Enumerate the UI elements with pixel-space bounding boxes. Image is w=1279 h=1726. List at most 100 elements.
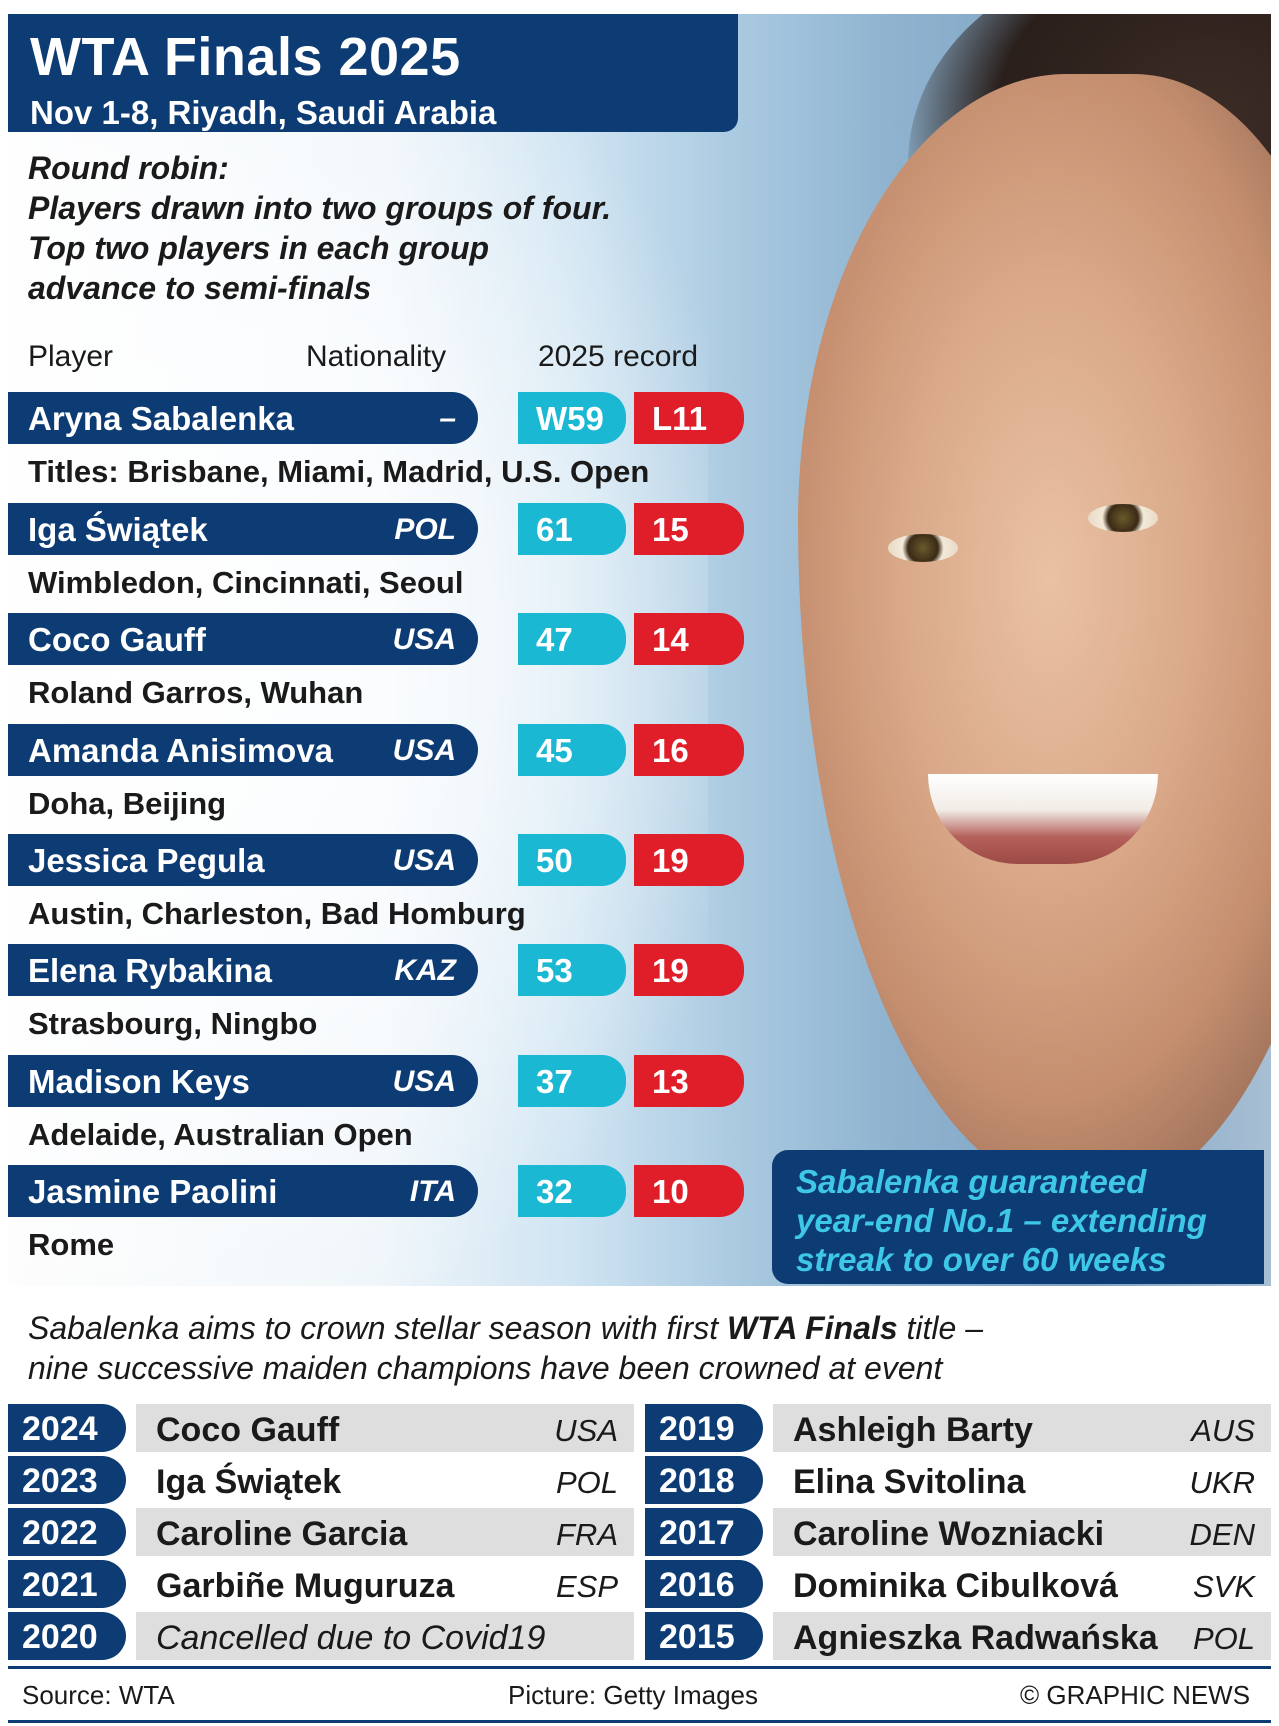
player-nationality: USA bbox=[392, 623, 456, 656]
champion-name: Elina Svitolina bbox=[793, 1463, 1026, 1501]
champion-year: 2021 bbox=[8, 1560, 126, 1608]
champion-row: 2019 Ashleigh Barty AUS bbox=[645, 1404, 1271, 1452]
player-name: Jasmine Paolini bbox=[28, 1173, 278, 1210]
player-row: Amanda Anisimova USA bbox=[8, 724, 478, 776]
champion-nationality: DEN bbox=[1189, 1517, 1255, 1552]
player-name: Iga Świątek bbox=[28, 511, 208, 548]
year-label: 2016 bbox=[659, 1566, 735, 1604]
column-header-nationality: Nationality bbox=[306, 340, 447, 373]
champion-year: 2024 bbox=[8, 1404, 126, 1452]
wins-value: 50 bbox=[536, 842, 573, 879]
champion-name: Dominika Cibulková bbox=[793, 1567, 1118, 1605]
photo-eye-right bbox=[1088, 504, 1158, 532]
player-titles: Roland Garros, Wuhan bbox=[28, 675, 364, 710]
player-name: Coco Gauff bbox=[28, 621, 206, 658]
champion-year: 2016 bbox=[645, 1560, 763, 1608]
player-name: Jessica Pegula bbox=[28, 842, 265, 879]
champion-nationality: POL bbox=[1192, 1621, 1255, 1656]
champion-year: 2015 bbox=[645, 1612, 763, 1660]
champion-cell: Elina Svitolina UKR bbox=[773, 1456, 1271, 1504]
champion-row: 2021 Garbiñe Muguruza ESP bbox=[8, 1560, 634, 1608]
champion-name: Coco Gauff bbox=[156, 1411, 340, 1449]
player-titles: Austin, Charleston, Bad Homburg bbox=[28, 896, 526, 931]
player-nationality: POL bbox=[394, 513, 456, 546]
wins-pill: 47 bbox=[518, 613, 626, 665]
player-titles: Rome bbox=[28, 1227, 115, 1262]
losses-pill: 16 bbox=[634, 724, 744, 776]
champion-year: 2017 bbox=[645, 1508, 763, 1556]
column-header-player: Player bbox=[28, 340, 114, 373]
champion-cell: Caroline Garcia FRA bbox=[136, 1508, 634, 1556]
wins-value: 47 bbox=[536, 621, 573, 658]
losses-value: L11 bbox=[652, 400, 708, 437]
champion-year: 2023 bbox=[8, 1456, 126, 1504]
footer-rule bbox=[8, 1666, 1271, 1669]
wins-pill: 53 bbox=[518, 944, 626, 996]
champion-row: 2016 Dominika Cibulková SVK bbox=[645, 1560, 1271, 1608]
champion-year: 2018 bbox=[645, 1456, 763, 1504]
player-titles: Strasbourg, Ningbo bbox=[28, 1006, 318, 1041]
player-titles: Wimbledon, Cincinnati, Seoul bbox=[28, 565, 464, 600]
wins-pill: 61 bbox=[518, 503, 626, 555]
wins-pill: W59 bbox=[518, 392, 626, 444]
wins-value: 32 bbox=[536, 1173, 573, 1210]
losses-pill: 19 bbox=[634, 944, 744, 996]
player-name: Elena Rybakina bbox=[28, 952, 272, 989]
tagline-line-1: Sabalenka aims to crown stellar season w… bbox=[28, 1308, 983, 1348]
player-name: Madison Keys bbox=[28, 1063, 250, 1100]
page-subtitle: Nov 1-8, Riyadh, Saudi Arabia bbox=[30, 94, 497, 131]
champion-cell: Garbiñe Muguruza ESP bbox=[136, 1560, 634, 1608]
champion-name: Ashleigh Barty bbox=[793, 1411, 1033, 1449]
year-label: 2015 bbox=[659, 1618, 735, 1656]
wins-pill: 45 bbox=[518, 724, 626, 776]
wins-value: 37 bbox=[536, 1063, 573, 1100]
player-name: Amanda Anisimova bbox=[28, 732, 334, 769]
year-label: 2024 bbox=[22, 1410, 98, 1448]
champion-row: 2022 Caroline Garcia FRA bbox=[8, 1508, 634, 1556]
player-titles: Doha, Beijing bbox=[28, 786, 227, 821]
player-nationality: ITA bbox=[409, 1175, 456, 1208]
losses-value: 15 bbox=[652, 511, 689, 548]
callout-line: year-end No.1 – extending bbox=[796, 1202, 1207, 1239]
champion-name: Caroline Wozniacki bbox=[793, 1515, 1105, 1553]
page-title: WTA Finals 2025 bbox=[30, 27, 461, 87]
champion-nationality: POL bbox=[555, 1465, 618, 1500]
champion-cell: Coco Gauff USA bbox=[136, 1404, 634, 1452]
champion-nationality: ESP bbox=[555, 1569, 618, 1604]
champion-year: 2020 bbox=[8, 1612, 126, 1660]
losses-pill: 14 bbox=[634, 613, 744, 665]
losses-value: 14 bbox=[652, 621, 689, 658]
champion-cell: Cancelled due to Covid19 bbox=[136, 1612, 634, 1660]
losses-value: 16 bbox=[652, 732, 689, 769]
year-label: 2018 bbox=[659, 1462, 735, 1500]
player-titles: Adelaide, Australian Open bbox=[28, 1117, 413, 1152]
player-nationality: USA bbox=[392, 1065, 456, 1098]
picture-credit: Picture: Getty Images bbox=[508, 1680, 758, 1710]
player-nationality: – bbox=[439, 402, 456, 435]
player-name: Aryna Sabalenka bbox=[28, 400, 294, 437]
tagline-bold: WTA Finals bbox=[726, 1310, 898, 1346]
champion-nationality: SVK bbox=[1192, 1569, 1255, 1604]
column-header-record: 2025 record bbox=[538, 340, 699, 373]
champion-nationality: USA bbox=[554, 1413, 618, 1448]
bottom-rule bbox=[8, 1720, 1271, 1723]
format-line: Players drawn into two groups of four. bbox=[28, 190, 612, 226]
player-nationality: KAZ bbox=[394, 954, 456, 987]
callout-line: streak to over 60 weeks bbox=[796, 1241, 1167, 1278]
wins-pill: 32 bbox=[518, 1165, 626, 1217]
player-row: Elena Rybakina KAZ bbox=[8, 944, 478, 996]
wins-value: 53 bbox=[536, 952, 573, 989]
champion-row: 2023 Iga Świątek POL bbox=[8, 1456, 634, 1504]
year-label: 2021 bbox=[22, 1566, 98, 1604]
wins-pill: 37 bbox=[518, 1055, 626, 1107]
champion-nationality: UKR bbox=[1189, 1465, 1255, 1500]
losses-pill: L11 bbox=[634, 392, 744, 444]
champion-cell: Dominika Cibulková SVK bbox=[773, 1560, 1271, 1608]
champion-cell: Agnieszka Radwańska POL bbox=[773, 1612, 1271, 1660]
year-end-callout: Sabalenka guaranteed year-end No.1 – ext… bbox=[772, 1150, 1264, 1284]
champion-row: 2024 Coco Gauff USA bbox=[8, 1404, 634, 1452]
player-row: Madison Keys USA bbox=[8, 1055, 478, 1107]
losses-pill: 19 bbox=[634, 834, 744, 886]
player-row: Coco Gauff USA bbox=[8, 613, 478, 665]
wins-value: 61 bbox=[536, 511, 573, 548]
